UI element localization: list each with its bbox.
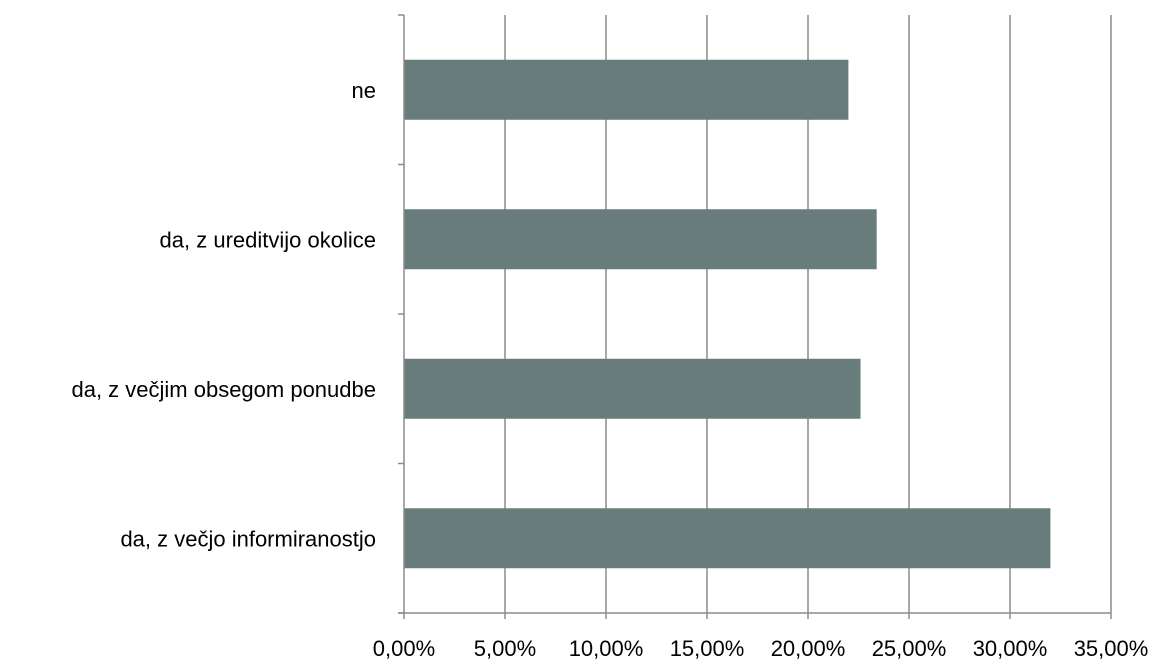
category-label-1: da, z ureditvijo okolice [160,227,376,252]
category-label-2: da, z večjim obsegom ponudbe [71,377,376,402]
axes [398,14,1112,619]
x-tick-label-6: 30,00% [973,636,1048,661]
x-tick-label-7: 35,00% [1074,636,1149,661]
x-tick-label-3: 15,00% [670,636,745,661]
x-tick-label-1: 5,00% [474,636,536,661]
x-tick-label-0: 0,00% [373,636,435,661]
x-tick-label-2: 10,00% [569,636,644,661]
bar-3 [404,508,1051,569]
category-label-0: ne [352,78,376,103]
labels: ne da, z ureditvijo okolice da, z večjim o… [71,78,1148,661]
bar-1 [404,209,877,270]
x-tick-label-5: 25,00% [872,636,947,661]
bars [404,59,1051,569]
category-label-3: da, z večjo informiranostjo [120,526,376,551]
bar-0 [404,59,849,120]
x-tick-label-4: 20,00% [771,636,846,661]
bar-2 [404,358,861,419]
